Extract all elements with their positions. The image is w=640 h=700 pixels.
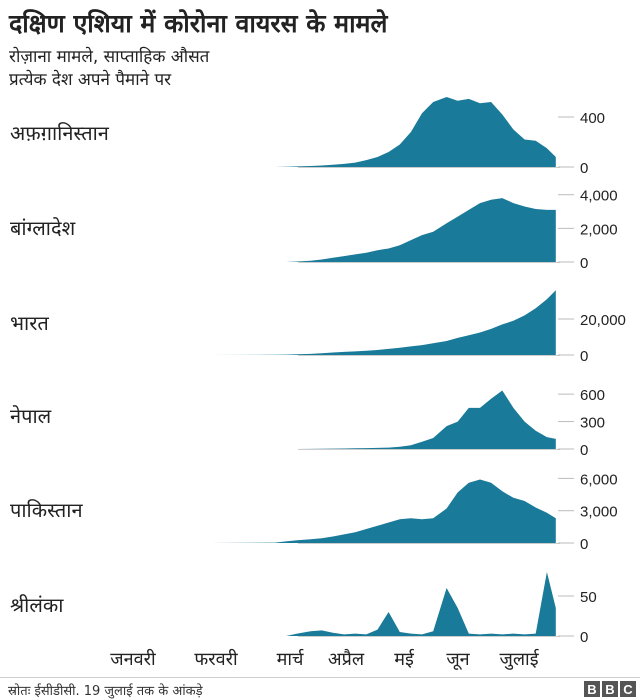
bbc-logo-letter: B xyxy=(584,681,600,697)
series-label: अफ़ग़ानिस्तान xyxy=(10,121,110,145)
y-tick-label: 300 xyxy=(580,415,605,432)
y-tick-label: 2,000 xyxy=(580,221,618,238)
bbc-logo: B B C xyxy=(584,681,636,697)
y-tick-label: 0 xyxy=(580,536,588,553)
source-note: स्रोतः ईसीडीसी. 19 जुलाई तक के आंकड़े xyxy=(8,684,203,699)
x-tick-label: मई xyxy=(394,648,415,670)
series-area xyxy=(141,572,556,636)
series-label: बांग्लादेश xyxy=(10,216,76,240)
series-label: श्रीलंका xyxy=(10,593,64,617)
x-tick-label: जून xyxy=(446,649,470,670)
x-tick-label: मार्च xyxy=(277,648,305,670)
y-tick-label: 6,000 xyxy=(580,471,618,488)
series-area xyxy=(141,198,556,262)
y-tick-label: 0 xyxy=(580,442,588,459)
y-tick-label: 4,000 xyxy=(580,188,618,205)
series-label: नेपाल xyxy=(10,404,52,428)
y-tick-label: 0 xyxy=(580,629,588,646)
chart-subtitle: रोज़ाना मामले, साप्ताहिक औसत xyxy=(9,47,210,67)
y-tick-label: 0 xyxy=(580,255,588,272)
y-tick-label: 50 xyxy=(580,589,597,606)
y-tick-label: 3,000 xyxy=(580,504,618,521)
series-area xyxy=(141,97,556,167)
y-tick-label: 0 xyxy=(580,348,588,365)
x-tick-label: अप्रैल xyxy=(328,648,365,670)
y-tick-label: 600 xyxy=(580,387,605,404)
x-tick-label: फरवरी xyxy=(194,648,238,670)
chart-title: दक्षिण एशिया में कोरोना वायरस के मामले xyxy=(9,9,388,38)
bbc-logo-letter: C xyxy=(620,681,636,697)
x-tick-label: जुलाई xyxy=(499,648,539,670)
series-label: भारत xyxy=(10,311,49,335)
x-tick-label: जनवरी xyxy=(110,648,156,670)
series-label: पाकिस्तान xyxy=(10,498,83,522)
y-tick-label: 0 xyxy=(580,160,588,177)
chart-scale-note: प्रत्येक देश अपने पैमाने पर xyxy=(9,70,172,90)
series-area xyxy=(141,479,556,543)
bbc-logo-letter: B xyxy=(602,681,618,697)
y-tick-label: 400 xyxy=(580,110,605,127)
footer-divider xyxy=(0,677,640,678)
series-area xyxy=(141,290,556,355)
y-tick-label: 20,000 xyxy=(580,312,626,329)
series-area xyxy=(141,390,556,449)
